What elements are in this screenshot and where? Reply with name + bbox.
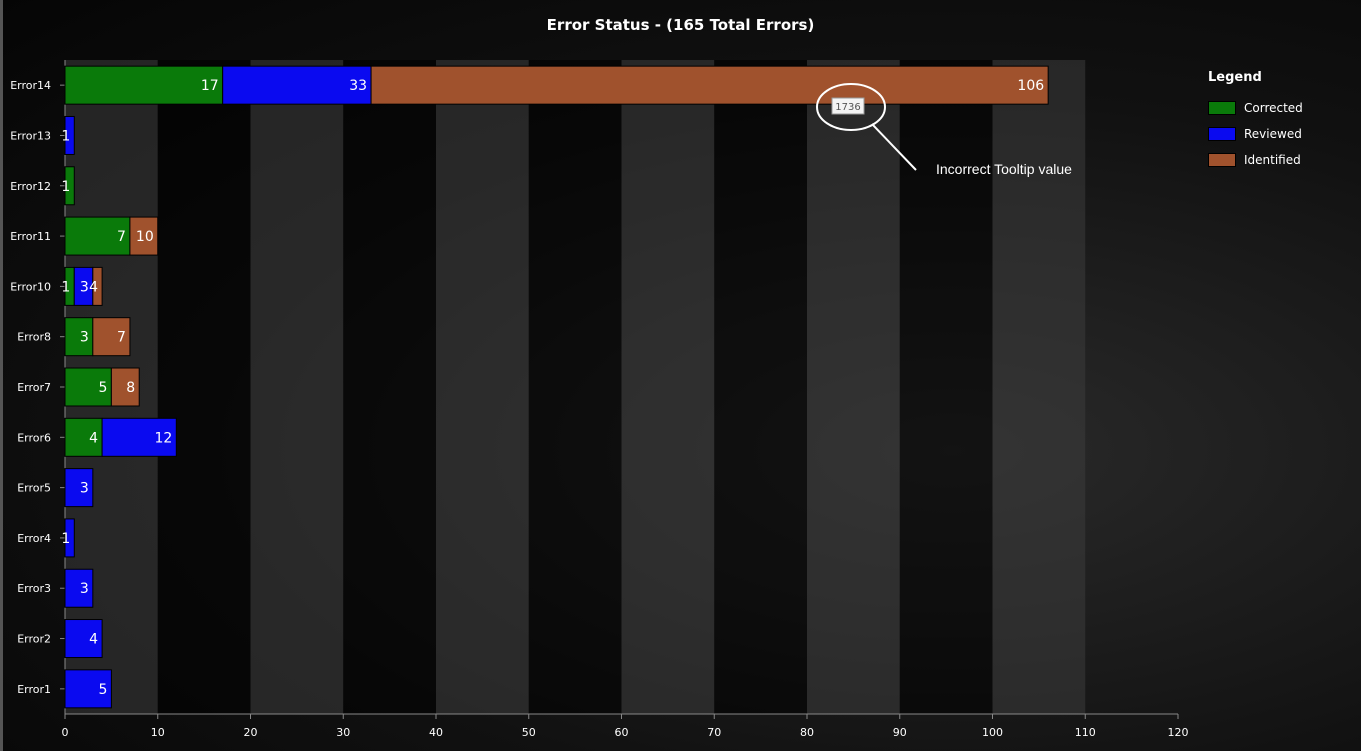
- x-tick-label: 80: [800, 726, 814, 739]
- chart-title: Error Status - (165 Total Errors): [546, 16, 815, 34]
- bar-reviewed: [64, 518, 75, 558]
- x-tick-label: 70: [707, 726, 721, 739]
- bar-reviewed: [64, 669, 112, 709]
- bar-reviewed: [64, 568, 94, 608]
- category-label: Error10: [10, 280, 51, 293]
- legend-swatch: [1208, 127, 1236, 141]
- category-label: Error11: [10, 230, 51, 243]
- legend-label: Identified: [1244, 153, 1301, 167]
- data-label: 1: [61, 531, 70, 547]
- legend-swatch: [1208, 101, 1236, 115]
- plot-band: [157, 60, 251, 714]
- data-label: 3: [80, 581, 89, 597]
- category-label: Error14: [10, 79, 51, 92]
- plot-band: [436, 60, 529, 714]
- data-label: 5: [98, 682, 107, 698]
- data-label: 1: [61, 128, 70, 144]
- bar-corrected: [64, 65, 224, 105]
- x-tick-label: 60: [615, 726, 629, 739]
- legend-title: Legend: [1208, 70, 1262, 85]
- bar-reviewed: [101, 417, 177, 457]
- data-label: 7: [117, 330, 126, 346]
- bar-corrected: [64, 367, 112, 407]
- bar-corrected: [64, 417, 103, 457]
- plot-band: [528, 60, 622, 714]
- plot-band: [343, 60, 436, 714]
- data-label: 5: [98, 380, 107, 396]
- plot-band: [621, 60, 715, 714]
- annotation-pointer: [871, 123, 917, 171]
- data-label: 12: [154, 430, 172, 446]
- data-label: 7: [117, 229, 126, 245]
- bar-identified: [370, 65, 1049, 105]
- x-tick-label: 90: [893, 726, 907, 739]
- plot-band: [807, 60, 900, 714]
- tooltip-value: 1736: [835, 102, 860, 113]
- bar-corrected: [64, 216, 131, 256]
- bar-corrected: [64, 166, 75, 206]
- data-label: 106: [1017, 78, 1044, 94]
- plot-band: [250, 60, 344, 714]
- bar-reviewed: [64, 619, 103, 659]
- data-label: 3: [80, 279, 89, 295]
- legend-item-identified: Identified: [1208, 147, 1303, 173]
- category-label: Error3: [17, 582, 51, 595]
- legend: Legend Corrected Reviewed Identified: [1208, 70, 1303, 173]
- bar-reviewed: [64, 115, 75, 155]
- annotation-text: Incorrect Tooltip value: [936, 161, 1072, 177]
- data-label: 33: [349, 78, 367, 94]
- window-edge: [0, 0, 3, 751]
- category-label: Error6: [17, 431, 51, 444]
- x-tick-label: 120: [1168, 726, 1189, 739]
- x-tick-label: 110: [1075, 726, 1096, 739]
- data-label: 4: [89, 632, 98, 648]
- legend-items: Corrected Reviewed Identified: [1208, 95, 1303, 173]
- x-tick-label: 50: [522, 726, 536, 739]
- bar-identified: [129, 216, 159, 256]
- legend-swatch: [1208, 153, 1236, 167]
- data-label: 1: [61, 279, 70, 295]
- data-label: 3: [80, 481, 89, 497]
- data-label: 4: [89, 430, 98, 446]
- bar-reviewed: [64, 468, 94, 508]
- category-label: Error4: [17, 532, 51, 545]
- category-label: Error13: [10, 129, 51, 142]
- x-tick-label: 30: [336, 726, 350, 739]
- category-label: Error12: [10, 180, 51, 193]
- category-label: Error1: [17, 683, 51, 696]
- data-label: 17: [201, 78, 219, 94]
- bar-identified: [92, 266, 103, 306]
- bar-identified: [92, 317, 131, 357]
- category-label: Error7: [17, 381, 51, 394]
- plot-band: [714, 60, 807, 714]
- x-tick-label: 40: [429, 726, 443, 739]
- category-label: Error8: [17, 331, 51, 344]
- data-label: 4: [89, 279, 98, 295]
- bar-identified: [110, 367, 140, 407]
- plot-band: [992, 60, 1086, 714]
- plot-band: [899, 60, 993, 714]
- legend-item-corrected: Corrected: [1208, 95, 1303, 121]
- x-tick-label: 100: [982, 726, 1003, 739]
- x-tick-label: 10: [151, 726, 165, 739]
- data-label: 10: [136, 229, 154, 245]
- annotation-circle: [816, 83, 886, 131]
- tooltip-box: [831, 97, 865, 115]
- data-label: 8: [126, 380, 135, 396]
- category-label: Error5: [17, 482, 51, 495]
- data-label: 3: [80, 330, 89, 346]
- legend-label: Corrected: [1244, 101, 1303, 115]
- category-label: Error2: [17, 633, 51, 646]
- legend-item-reviewed: Reviewed: [1208, 121, 1303, 147]
- x-tick-label: 0: [62, 726, 69, 739]
- legend-label: Reviewed: [1244, 127, 1302, 141]
- data-label: 1: [61, 179, 70, 195]
- x-tick-label: 20: [244, 726, 258, 739]
